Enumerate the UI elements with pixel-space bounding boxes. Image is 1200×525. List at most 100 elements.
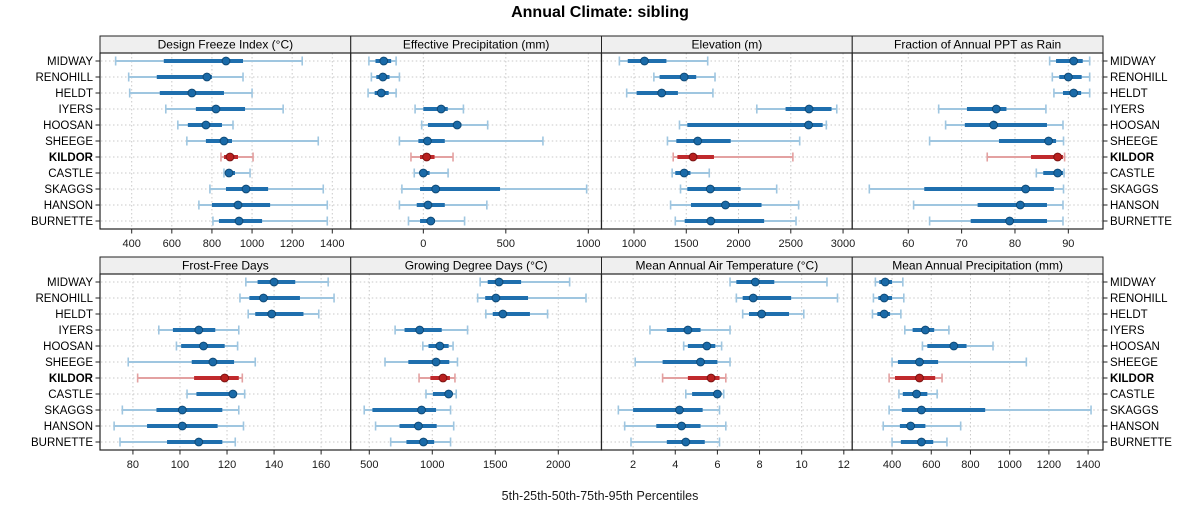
median-dot bbox=[917, 437, 926, 447]
axis-tick-label: 10 bbox=[796, 459, 808, 471]
median-dot bbox=[228, 389, 238, 399]
panel-frost-free-days: Frost-Free Days 80 100 120 140 160 bbox=[95, 256, 352, 471]
percentile-row-sheege bbox=[398, 136, 544, 146]
panel-strip-title: Effective Precipitation (mm) bbox=[403, 38, 550, 52]
panel-mean-annual-precipitation-mm: Mean Annual Precipitation (mm) 400 600 800 1… bbox=[851, 256, 1108, 471]
figure-title: Annual Climate: sibling bbox=[511, 4, 689, 21]
median-dot bbox=[431, 184, 441, 194]
station-label-left-heldt: HELDT bbox=[55, 88, 93, 100]
percentile-row-iyers bbox=[756, 104, 838, 114]
median-dot bbox=[949, 341, 959, 351]
axis-tick-label: 500 bbox=[497, 238, 515, 250]
median-dot bbox=[879, 293, 889, 303]
axis-tick-label: 500 bbox=[360, 459, 378, 471]
panel-growing-degree-days-c: Growing Degree Days (°C) 500 1000 1500 2000 bbox=[350, 256, 603, 471]
median-dot bbox=[220, 373, 230, 383]
median-dot bbox=[683, 325, 693, 335]
station-label-left-renohill: RENOHILL bbox=[35, 293, 93, 305]
panel-data-area bbox=[101, 56, 350, 226]
median-dot bbox=[702, 341, 712, 351]
median-dot bbox=[712, 389, 722, 399]
axis-tick-label: 70 bbox=[955, 238, 967, 250]
percentile-row-midway bbox=[479, 277, 571, 287]
percentile-row-sheege bbox=[666, 136, 801, 146]
percentile-row-kildor bbox=[410, 152, 454, 162]
station-label-left-skaggs: SKAGGS bbox=[44, 405, 93, 417]
percentile-row-kildor bbox=[220, 152, 254, 162]
percentile-row-renohill bbox=[370, 72, 401, 82]
station-label-left-hanson: HANSON bbox=[44, 200, 93, 212]
median-dot bbox=[201, 120, 211, 130]
percentile-row-hanson bbox=[882, 421, 962, 431]
percentile-row-heldt bbox=[625, 88, 714, 98]
percentile-row-castle bbox=[425, 389, 458, 399]
axis-tick-label: 100 bbox=[171, 459, 189, 471]
axis-tick-label: 3000 bbox=[831, 238, 855, 250]
percentile-row-sheege bbox=[186, 136, 320, 146]
percentile-row-skaggs bbox=[401, 184, 588, 194]
station-label-left-kildor: KILDOR bbox=[49, 152, 94, 164]
percentile-row-kildor bbox=[986, 152, 1066, 162]
percentile-row-sheege bbox=[928, 136, 1065, 146]
percentile-row-burnette bbox=[119, 437, 237, 447]
percentile-row-midway bbox=[618, 56, 709, 66]
median-dot bbox=[1069, 56, 1079, 66]
median-dot bbox=[417, 405, 426, 415]
percentile-row-heldt bbox=[485, 309, 549, 319]
panel-data-area bbox=[351, 277, 601, 447]
axis-tick-label: 1400 bbox=[320, 238, 344, 250]
panel-strip-title: Mean Annual Precipitation (mm) bbox=[892, 259, 1063, 273]
station-label-left-kildor: KILDOR bbox=[49, 373, 94, 385]
median-dot bbox=[1015, 200, 1025, 210]
station-label-left-castle: CASTLE bbox=[48, 168, 93, 180]
percentile-row-midway bbox=[874, 277, 904, 287]
median-dot bbox=[880, 277, 890, 287]
median-dot bbox=[426, 216, 436, 226]
percentile-row-iyers bbox=[937, 104, 1047, 114]
station-label-right-renohill: RENOHILL bbox=[1110, 293, 1168, 305]
percentile-row-hoosan bbox=[422, 341, 454, 351]
station-label-right-kildor: KILDOR bbox=[1110, 373, 1155, 385]
percentile-row-castle bbox=[223, 168, 251, 178]
station-label-left-hoosan: HOOSAN bbox=[43, 341, 93, 353]
station-label-right-burnette: BURNETTE bbox=[1110, 437, 1172, 449]
median-dot bbox=[688, 152, 698, 162]
station-label-left-burnette: BURNETTE bbox=[31, 216, 93, 228]
axis-tick-label: 90 bbox=[1062, 238, 1074, 250]
station-label-right-sheege: SHEEGE bbox=[1110, 357, 1158, 369]
axis-tick-label: 2000 bbox=[726, 238, 750, 250]
panel-border bbox=[851, 273, 1104, 451]
station-label-left-midway: MIDWAY bbox=[47, 277, 93, 289]
median-dot bbox=[706, 216, 716, 226]
median-dot bbox=[376, 88, 386, 98]
station-label-right-midway: MIDWAY bbox=[1110, 277, 1156, 289]
median-dot bbox=[225, 152, 235, 162]
panel-mean-annual-air-temperature-c: Mean Annual Air Temperature (°C) 2 4 6 8 10 12 bbox=[600, 256, 853, 471]
percentile-row-castle bbox=[186, 389, 246, 399]
percentile-row-midway bbox=[114, 56, 304, 66]
percentile-row-renohill bbox=[1051, 72, 1091, 82]
percentile-row-hoosan bbox=[682, 341, 723, 351]
percentile-row-heldt bbox=[128, 88, 253, 98]
percentile-row-iyers bbox=[164, 104, 284, 114]
median-dot bbox=[912, 389, 921, 399]
median-dot bbox=[233, 200, 243, 210]
percentile-row-midway bbox=[368, 56, 397, 66]
percentile-row-midway bbox=[729, 277, 828, 287]
median-dot bbox=[750, 277, 760, 287]
station-label-left-skaggs: SKAGGS bbox=[44, 184, 93, 196]
station-label-right-hoosan: HOOSAN bbox=[1110, 120, 1160, 132]
percentile-row-hanson bbox=[669, 200, 800, 210]
median-dot bbox=[757, 309, 767, 319]
station-label-right-hanson: HANSON bbox=[1110, 421, 1159, 433]
axis-tick-label: 1500 bbox=[674, 238, 698, 250]
median-dot bbox=[224, 168, 234, 178]
axis-tick-label: 0 bbox=[420, 238, 426, 250]
percentile-row-burnette bbox=[389, 437, 452, 447]
station-label-right-heldt: HELDT bbox=[1110, 88, 1148, 100]
station-label-left-iyers: IYERS bbox=[58, 325, 93, 337]
percentile-row-burnette bbox=[891, 437, 948, 447]
percentile-row-hanson bbox=[623, 421, 727, 431]
axis-tick-label: 80 bbox=[127, 459, 139, 471]
